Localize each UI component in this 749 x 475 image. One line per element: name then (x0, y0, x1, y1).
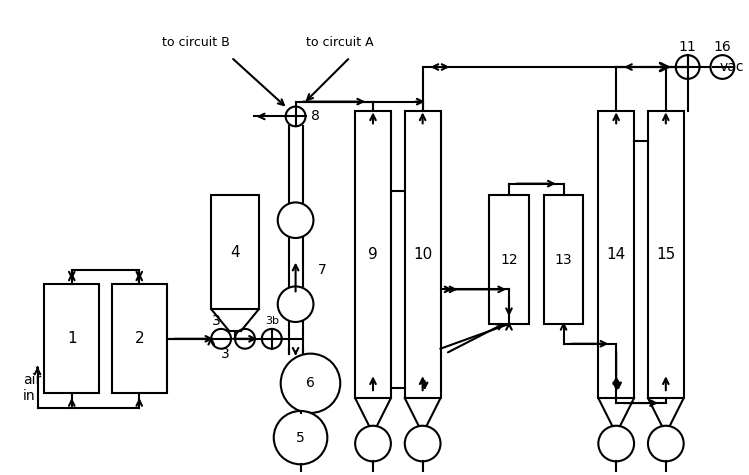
Bar (598, 112, 634, 398)
Circle shape (235, 329, 255, 349)
Circle shape (598, 426, 634, 461)
Bar (44, 285, 99, 393)
Circle shape (273, 411, 327, 465)
Text: 3: 3 (212, 314, 220, 328)
Text: to circuit B: to circuit B (163, 36, 230, 49)
Circle shape (648, 426, 684, 461)
Circle shape (262, 329, 282, 349)
Circle shape (285, 106, 306, 126)
Text: vac: vac (720, 60, 745, 74)
Text: 12: 12 (500, 253, 518, 267)
Text: 15: 15 (656, 247, 676, 262)
Text: 5: 5 (296, 431, 305, 445)
Circle shape (281, 353, 340, 413)
Circle shape (278, 286, 313, 322)
Circle shape (278, 202, 313, 238)
Text: 9: 9 (369, 247, 378, 262)
Text: 11: 11 (679, 40, 697, 54)
Text: air
in: air in (22, 373, 41, 403)
Text: to circuit A: to circuit A (306, 36, 374, 49)
Text: 10: 10 (413, 247, 432, 262)
Circle shape (355, 426, 391, 461)
Bar (355, 112, 391, 398)
Text: 8: 8 (312, 109, 321, 124)
Text: 2: 2 (134, 331, 144, 346)
Text: 13: 13 (555, 253, 572, 267)
Text: 6: 6 (306, 376, 315, 390)
Bar (544, 196, 583, 324)
Text: 7: 7 (318, 263, 326, 276)
Bar (112, 285, 166, 393)
Text: 16: 16 (714, 40, 731, 54)
Circle shape (404, 426, 440, 461)
Bar (404, 112, 440, 398)
Circle shape (676, 55, 700, 79)
Bar (489, 196, 529, 324)
Bar (648, 112, 684, 398)
Text: 14: 14 (607, 247, 626, 262)
Bar (211, 196, 259, 309)
Circle shape (711, 55, 734, 79)
Text: 4: 4 (230, 245, 240, 260)
Text: 1: 1 (67, 331, 76, 346)
Text: 3: 3 (221, 347, 230, 361)
Circle shape (211, 329, 231, 349)
Text: 3b: 3b (264, 316, 279, 326)
